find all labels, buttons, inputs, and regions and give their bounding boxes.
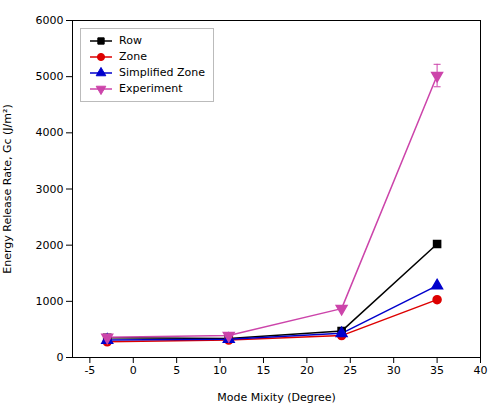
svg-text:25: 25 — [343, 364, 357, 377]
svg-text:Energy Release Rate, Gc (J/m²): Energy Release Rate, Gc (J/m²) — [1, 104, 14, 273]
svg-text:-5: -5 — [84, 364, 95, 377]
svg-text:20: 20 — [300, 364, 314, 377]
svg-text:4000: 4000 — [36, 126, 64, 139]
svg-text:3000: 3000 — [36, 183, 64, 196]
svg-text:15: 15 — [256, 364, 270, 377]
svg-text:5: 5 — [173, 364, 180, 377]
svg-text:5000: 5000 — [36, 70, 64, 83]
svg-text:6000: 6000 — [36, 14, 64, 27]
svg-text:10: 10 — [213, 364, 227, 377]
svg-text:0: 0 — [57, 351, 64, 364]
html-text:Row: Row — [119, 34, 142, 47]
svg-text:1000: 1000 — [36, 295, 64, 308]
svg-text:0: 0 — [130, 364, 137, 377]
html-text:Experiment: Experiment — [119, 82, 183, 95]
svg-text:35: 35 — [430, 364, 444, 377]
svg-text:30: 30 — [387, 364, 401, 377]
svg-text:40: 40 — [474, 364, 488, 377]
svg-text:Mode Mixity (Degree): Mode Mixity (Degree) — [217, 391, 336, 403]
html-text:Zone: Zone — [119, 50, 147, 63]
html-text:Simplified Zone: Simplified Zone — [119, 66, 205, 79]
svg-text:2000: 2000 — [36, 239, 64, 252]
